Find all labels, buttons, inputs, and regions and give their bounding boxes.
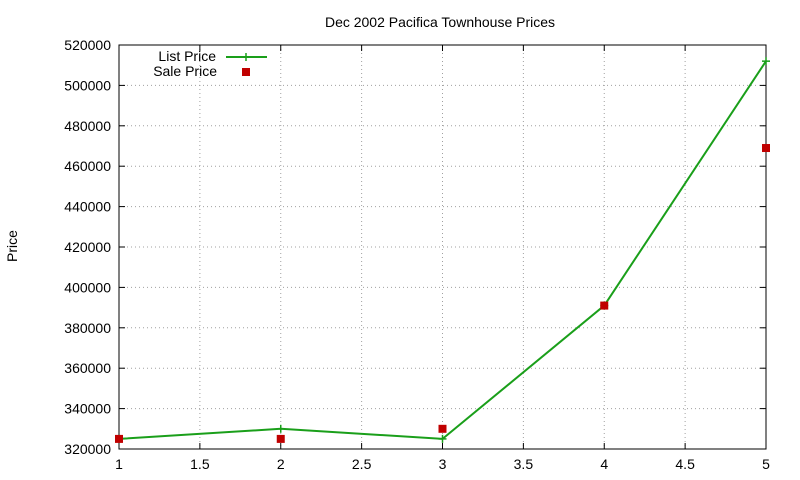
legend-label-list-price: List Price (158, 48, 216, 64)
grid (119, 45, 766, 449)
x-tick-label: 2 (277, 456, 285, 472)
series-sale-price (115, 144, 770, 443)
y-tick-label: 520000 (64, 37, 111, 53)
y-axis-label: Price (4, 230, 20, 262)
sale-price-point (600, 301, 609, 310)
x-tick-label: 5 (762, 456, 770, 472)
sale-price-point (762, 144, 770, 153)
axes: 1 1.5 2 2.5 3 3.5 4 4.5 5 320000 340000 360000 38000… (64, 37, 770, 472)
y-tick-label: 400000 (64, 279, 111, 295)
x-tick-label: 3.5 (514, 456, 534, 472)
legend-label-sale-price: Sale Price (153, 63, 217, 79)
x-tick-label: 1.5 (190, 456, 210, 472)
x-tick-label: 2.5 (352, 456, 372, 472)
sale-price-point (115, 434, 123, 443)
series-layer (115, 57, 770, 443)
y-tick-label: 480000 (64, 118, 111, 134)
y-tick-label: 320000 (64, 441, 111, 457)
y-tick-label: 500000 (64, 77, 111, 93)
list-price-point (438, 434, 447, 443)
legend: List Price Sale Price (153, 48, 267, 79)
y-tick-label: 440000 (64, 199, 111, 215)
x-tick-label: 1 (115, 456, 123, 472)
sale-price-point (438, 424, 447, 433)
x-tick-label: 3 (439, 456, 447, 472)
chart-title: Dec 2002 Pacifica Townhouse Prices (325, 14, 555, 30)
x-tick-label: 4.5 (675, 456, 695, 472)
list-price-point (762, 57, 770, 66)
legend-sample-list-price-marker (242, 53, 250, 61)
list-price-point (276, 424, 285, 433)
x-tick-label: 4 (600, 456, 608, 472)
y-tick-label: 460000 (64, 158, 111, 174)
y-tick-label: 380000 (64, 320, 111, 336)
y-tick-label: 340000 (64, 401, 111, 417)
y-tick-label: 360000 (64, 360, 111, 376)
y-tick-label: 420000 (64, 239, 111, 255)
sale-price-point (276, 434, 285, 443)
legend-sample-sale-price-marker (242, 68, 250, 76)
